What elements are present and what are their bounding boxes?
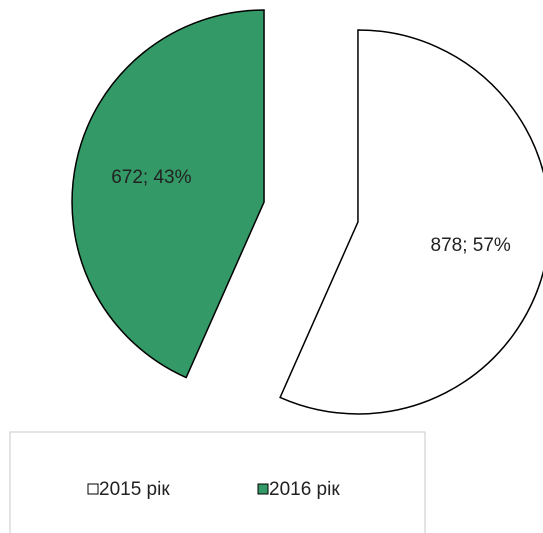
legend-swatch <box>257 483 269 495</box>
pie-slice <box>71 9 265 379</box>
legend-swatch <box>87 483 99 495</box>
pie-slice <box>279 29 543 415</box>
data-label: 878; 57% <box>431 235 511 256</box>
legend-label: 2015 рік <box>99 479 170 500</box>
legend-label: 2016 рік <box>269 479 340 500</box>
data-label: 672; 43% <box>111 167 191 188</box>
legend-box <box>9 431 426 533</box>
